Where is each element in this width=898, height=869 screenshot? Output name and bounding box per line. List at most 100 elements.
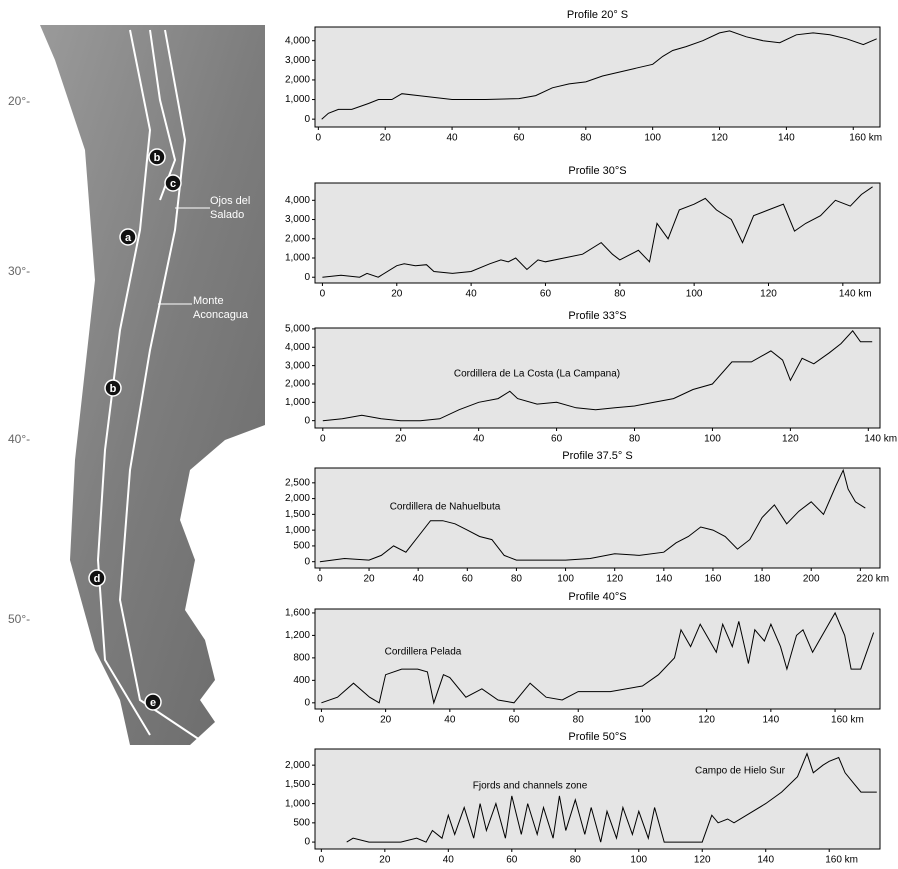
x-tick-label: 140 [763,715,780,726]
place-label: Ojos del [210,195,250,207]
y-tick-label: 0 [304,272,310,283]
latitude-label: 40°- [8,432,30,446]
y-tick-label: 2,000 [285,760,310,771]
x-tick-label: 140 [778,133,795,144]
y-tick-label: 1,600 [285,608,310,619]
x-tick-label: 80 [614,289,626,300]
x-tick-label: 100 [630,855,647,866]
y-tick-label: 2,000 [285,233,310,244]
chart-title: Profile 30°S [568,165,626,177]
y-tick-label: 2,000 [285,379,310,390]
x-tick-label: 80 [511,574,523,585]
profile-chart: Profile 37.5° S05001,0001,5002,0002,5000… [285,450,889,585]
x-tick-label: 60 [506,855,518,866]
marker-label: a [125,232,132,244]
x-tick-label: 0 [320,289,326,300]
profile-chart: Profile 20° S01,0002,0003,0004,000020406… [285,9,882,144]
x-tick-label: 120 [698,715,715,726]
x-tick-label: 0 [319,855,325,866]
y-tick-label: 0 [304,556,310,567]
x-tick-label: 140 km [839,289,872,300]
x-tick-label: 60 [508,715,520,726]
place-label: Monte [193,295,224,307]
plot-area [315,183,880,283]
x-tick-label: 160 km [831,715,864,726]
x-tick-label: 0 [320,434,326,445]
chart-title: Profile 33°S [568,310,626,322]
x-tick-label: 0 [316,133,322,144]
map [40,25,265,745]
y-tick-label: 1,000 [285,253,310,264]
annotation: Campo de Hielo Sur [695,766,786,777]
x-tick-label: 40 [413,574,425,585]
x-tick-label: 40 [466,289,478,300]
y-tick-label: 3,000 [285,55,310,66]
x-tick-label: 160 km [825,855,858,866]
plot-area [315,468,880,568]
x-tick-label: 160 km [849,133,882,144]
x-tick-label: 100 [686,289,703,300]
x-tick-label: 20 [363,574,375,585]
chart-title: Profile 50°S [568,731,626,743]
x-tick-label: 60 [551,434,563,445]
chart-title: Profile 20° S [567,9,628,21]
y-tick-label: 800 [293,653,310,664]
y-tick-label: 1,000 [285,525,310,536]
x-tick-label: 100 [644,133,661,144]
x-tick-label: 20 [391,289,403,300]
latitude-label: 50°- [8,612,30,626]
y-tick-label: 400 [293,675,310,686]
land [40,25,265,745]
y-tick-label: 1,000 [285,94,310,105]
latitude-label: 20°- [8,94,30,108]
x-tick-label: 100 [704,434,721,445]
y-tick-label: 1,200 [285,630,310,641]
x-tick-label: 0 [319,715,325,726]
y-tick-label: 2,000 [285,75,310,86]
plot-area [315,609,880,709]
x-tick-label: 180 [754,574,771,585]
y-tick-label: 5,000 [285,324,310,335]
x-tick-label: 80 [570,855,582,866]
y-tick-label: 3,000 [285,360,310,371]
y-tick-label: 4,000 [285,195,310,206]
x-tick-label: 40 [473,434,485,445]
x-tick-label: 140 km [864,434,897,445]
x-tick-label: 120 [760,289,777,300]
y-tick-label: 2,500 [285,477,310,488]
x-tick-label: 100 [634,715,651,726]
figure: 20°-30°-40°-50°-bcabdeOjos delSaladoMont… [0,0,898,869]
x-tick-label: 140 [655,574,672,585]
x-tick-label: 0 [317,574,323,585]
x-tick-label: 60 [462,574,474,585]
annotation: Cordillera de Nahuelbuta [390,502,501,513]
y-tick-label: 0 [304,837,310,848]
y-tick-label: 500 [293,541,310,552]
x-tick-label: 80 [629,434,641,445]
y-tick-label: 1,000 [285,397,310,408]
x-tick-label: 120 [694,855,711,866]
annotation: Fjords and channels zone [473,781,588,792]
x-tick-label: 220 km [856,574,889,585]
y-tick-label: 3,000 [285,214,310,225]
x-tick-label: 160 [705,574,722,585]
annotation: Cordillera Pelada [385,647,462,658]
x-tick-label: 20 [380,715,392,726]
marker-label: c [170,178,176,190]
y-tick-label: 1,500 [285,779,310,790]
chart-title: Profile 37.5° S [562,450,632,462]
x-tick-label: 80 [580,133,592,144]
place-label: Aconcagua [193,309,249,321]
place-label: Salado [210,209,244,221]
y-tick-label: 0 [304,415,310,426]
y-tick-label: 1,500 [285,509,310,520]
x-tick-label: 120 [606,574,623,585]
x-tick-label: 20 [395,434,407,445]
x-tick-label: 40 [447,133,459,144]
latitude-label: 30°- [8,264,30,278]
marker-label: b [110,383,117,395]
